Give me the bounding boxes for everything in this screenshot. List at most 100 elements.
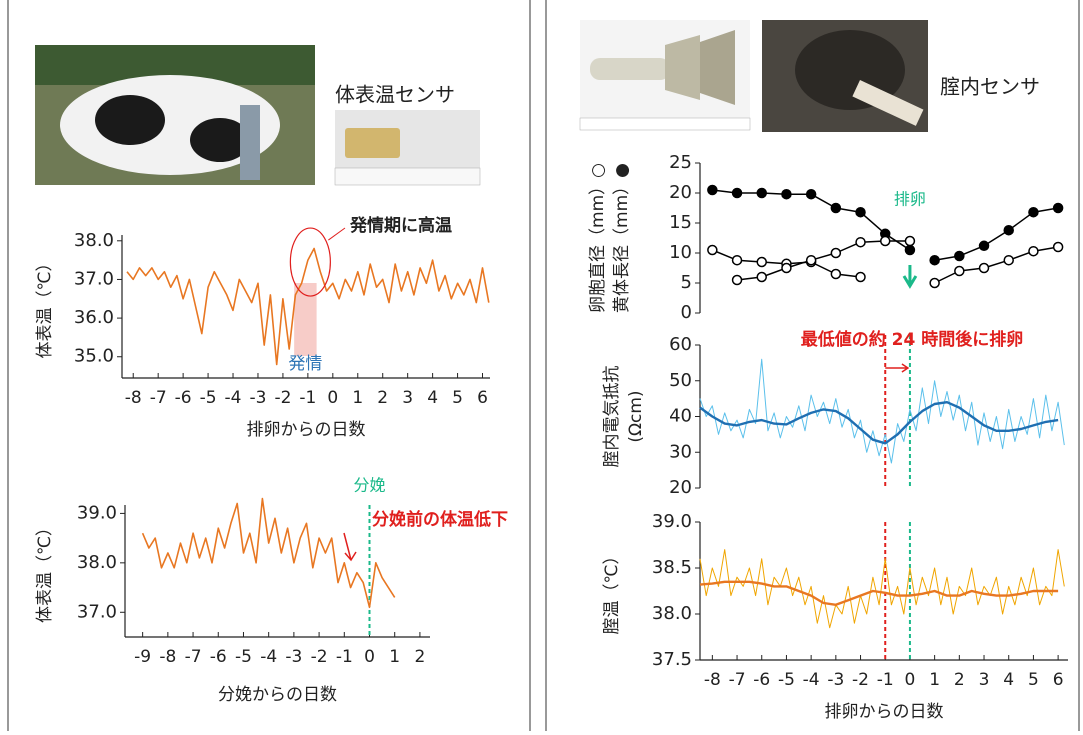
- series-line: [935, 208, 1059, 260]
- x-tick-label: 1: [352, 388, 363, 408]
- point: [1029, 208, 1038, 217]
- y-axis-label: 黄体長径（mm）●: [612, 163, 632, 313]
- x-tick-label: -8: [125, 388, 142, 408]
- estrus-shade: [294, 283, 316, 356]
- x-tick-label: -2: [311, 647, 328, 667]
- vline-label: 排卵: [894, 190, 926, 209]
- x-tick-label: 0: [364, 647, 375, 667]
- x-tick-label: 6: [477, 388, 488, 408]
- x-tick-label: -4: [260, 647, 277, 667]
- x-tick-label: 1: [929, 670, 940, 690]
- y-tick-label: 39.0: [77, 502, 117, 523]
- point: [708, 186, 717, 195]
- point: [955, 267, 964, 276]
- series-line: [935, 247, 1059, 283]
- x-tick-label: -2: [852, 670, 869, 690]
- figure: 体表温センサ 腟内センサ 35.036.037.038.0-8-7-6-5-4-…: [0, 0, 1083, 731]
- x-tick-label: 0: [327, 388, 338, 408]
- body-sensor-photo: [335, 110, 480, 185]
- point: [708, 246, 717, 255]
- y-tick-label: 39.0: [652, 511, 692, 532]
- x-tick-label: -8: [159, 647, 176, 667]
- x-tick-label: 4: [1003, 670, 1014, 690]
- arrow: [885, 364, 908, 372]
- point: [856, 238, 865, 247]
- x-tick-label: 6: [1053, 670, 1064, 690]
- x-tick-label: -9: [134, 647, 151, 667]
- point: [856, 273, 865, 282]
- y-axis-label: 体表温（℃）: [35, 254, 55, 358]
- point: [1054, 243, 1063, 252]
- y-tick-label: 20: [669, 477, 692, 498]
- x-tick-label: 2: [954, 670, 965, 690]
- y-axis-label: (Ωcm): [626, 390, 646, 442]
- y-tick-label: 25: [669, 152, 692, 173]
- x-tick-label: -6: [753, 670, 770, 690]
- sensor-label: 体表温センサ: [335, 83, 455, 107]
- y-tick-label: 10: [669, 242, 692, 263]
- x-tick-label: -1: [336, 647, 353, 667]
- point: [1004, 226, 1013, 235]
- y-tick-label: 38.0: [77, 552, 117, 573]
- x-tick-label: 0: [905, 670, 916, 690]
- x-tick-label: -6: [175, 388, 192, 408]
- x-tick-label: 3: [979, 670, 990, 690]
- y-tick-label: 37.0: [77, 601, 117, 622]
- annotation: 分娩前の体温低下: [372, 509, 508, 530]
- insertion-photo: [762, 20, 928, 132]
- x-tick-label: 3: [402, 388, 413, 408]
- vaginal-sensor-photo: [580, 20, 750, 130]
- sensor-label: 腟内センサ: [940, 75, 1040, 99]
- annotation: 最低値の約 24 時間後に排卵: [801, 329, 1024, 350]
- point: [807, 256, 816, 265]
- point: [757, 189, 766, 198]
- x-tick-label: 2: [377, 388, 388, 408]
- point: [733, 276, 742, 285]
- point: [1029, 247, 1038, 256]
- point: [930, 279, 939, 288]
- series-line: [700, 359, 1064, 463]
- y-tick-label: 0: [681, 302, 692, 323]
- point: [1054, 204, 1063, 213]
- y-tick-label: 60: [669, 334, 692, 355]
- x-axis-label: 分娩からの日数: [218, 685, 337, 705]
- series-line: [143, 499, 395, 608]
- point: [980, 264, 989, 273]
- cow-photo: [35, 45, 315, 185]
- y-tick-label: 38.0: [652, 603, 692, 624]
- series-line: [700, 550, 1064, 628]
- point: [930, 256, 939, 265]
- x-tick-label: 2: [415, 647, 426, 667]
- x-axis-label: 排卵からの日数: [247, 420, 366, 440]
- y-axis-label: 卵胞直径（mm）○: [588, 163, 608, 313]
- point: [782, 264, 791, 273]
- point: [955, 252, 964, 261]
- y-tick-label: 38.5: [652, 557, 692, 578]
- y-tick-label: 37.0: [74, 268, 114, 289]
- y-tick-label: 5: [681, 272, 692, 293]
- vline-label: 分娩: [353, 476, 385, 495]
- y-tick-label: 36.0: [74, 307, 114, 328]
- x-tick-label: 5: [1028, 670, 1039, 690]
- y-axis-label: 体表温（℃）: [35, 519, 55, 623]
- x-tick-label: 4: [427, 388, 438, 408]
- y-tick-label: 37.5: [652, 649, 692, 670]
- point: [807, 190, 816, 199]
- arrow: [344, 533, 356, 560]
- point: [831, 249, 840, 258]
- x-tick-label: -1: [877, 670, 894, 690]
- point: [757, 258, 766, 267]
- x-tick-label: -7: [729, 670, 746, 690]
- x-tick-label: -7: [150, 388, 167, 408]
- x-tick-label: -2: [274, 388, 291, 408]
- point: [831, 204, 840, 213]
- y-tick-label: 20: [669, 182, 692, 203]
- y-tick-label: 38.0: [74, 230, 114, 251]
- y-tick-label: 15: [669, 212, 692, 233]
- y-axis-label: 腟温（℃）: [602, 547, 622, 634]
- x-tick-label: -7: [185, 647, 202, 667]
- point: [782, 190, 791, 199]
- x-tick-label: -4: [803, 670, 820, 690]
- x-axis-label: 排卵からの日数: [825, 702, 944, 722]
- annotation: 発情期に高温: [349, 215, 452, 236]
